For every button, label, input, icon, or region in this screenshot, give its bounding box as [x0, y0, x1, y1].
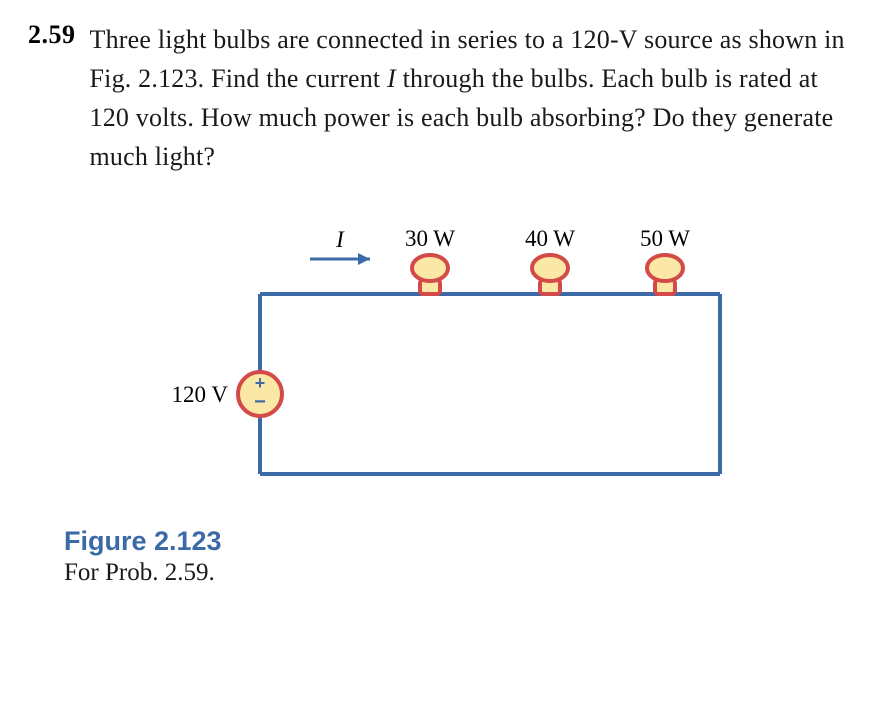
current-symbol: I — [387, 64, 396, 93]
problem-number: 2.59 — [28, 20, 76, 50]
svg-text:50 W: 50 W — [640, 226, 690, 251]
svg-text:−: − — [254, 391, 266, 413]
svg-text:30 W: 30 W — [405, 226, 455, 251]
svg-text:120 V: 120 V — [172, 382, 229, 407]
circuit-diagram-wrap: +− 120 V I 30 W 40 W 50 W — [28, 204, 852, 514]
svg-text:40 W: 40 W — [525, 226, 575, 251]
figure-block: +− 120 V I 30 W 40 W 50 W Figure 2.123 For Pr… — [28, 204, 852, 587]
svg-text:I: I — [335, 227, 345, 252]
circuit-diagram: +− 120 V I 30 W 40 W 50 W — [120, 204, 760, 514]
svg-text:+: + — [255, 373, 266, 393]
problem-block: 2.59 Three light bulbs are connected in … — [28, 20, 852, 176]
problem-text: Three light bulbs are connected in serie… — [90, 20, 853, 176]
figure-caption: For Prob. 2.59. — [64, 559, 215, 587]
figure-title: Figure 2.123 — [64, 526, 222, 557]
